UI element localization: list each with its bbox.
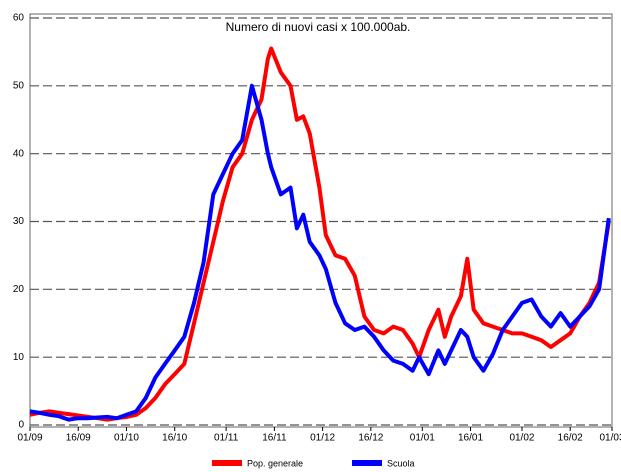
x-tick-label: 16/11 [262,433,287,444]
y-tick-label: 60 [13,13,25,24]
x-tick-label: 16/09 [66,433,91,444]
x-tick-label: 01/11 [214,433,239,444]
y-tick-label: 20 [13,284,25,295]
x-tick-label: 01/12 [310,433,335,444]
chart-title: Numero di nuovi casi x 100.000ab. [226,20,411,34]
x-tick-label: 16/12 [358,433,383,444]
plot-frame [29,13,613,428]
series-line [29,83,611,422]
x-tick-label: 01/10 [114,433,139,444]
y-tick-label: 40 [13,148,25,159]
x-tick-label: 16/10 [162,433,187,444]
x-tick-label: 01/02 [509,433,534,444]
x-tick-label: 01/01 [410,433,435,444]
legend-label: Pop. generale [247,458,303,468]
y-tick-label: 10 [13,352,25,363]
legend-label: Scuola [387,458,415,468]
legend-swatch [352,460,382,466]
x-tick-label: 01/09 [17,433,42,444]
series-line [29,46,611,422]
x-tick-label: 16/02 [558,433,583,444]
legend-swatch [212,460,242,466]
y-tick-label: 0 [18,420,24,431]
y-tick-label: 50 [13,80,25,91]
x-tick-label: 01/03 [599,433,621,444]
x-tick-label: 16/01 [458,433,483,444]
y-tick-label: 30 [13,216,25,227]
